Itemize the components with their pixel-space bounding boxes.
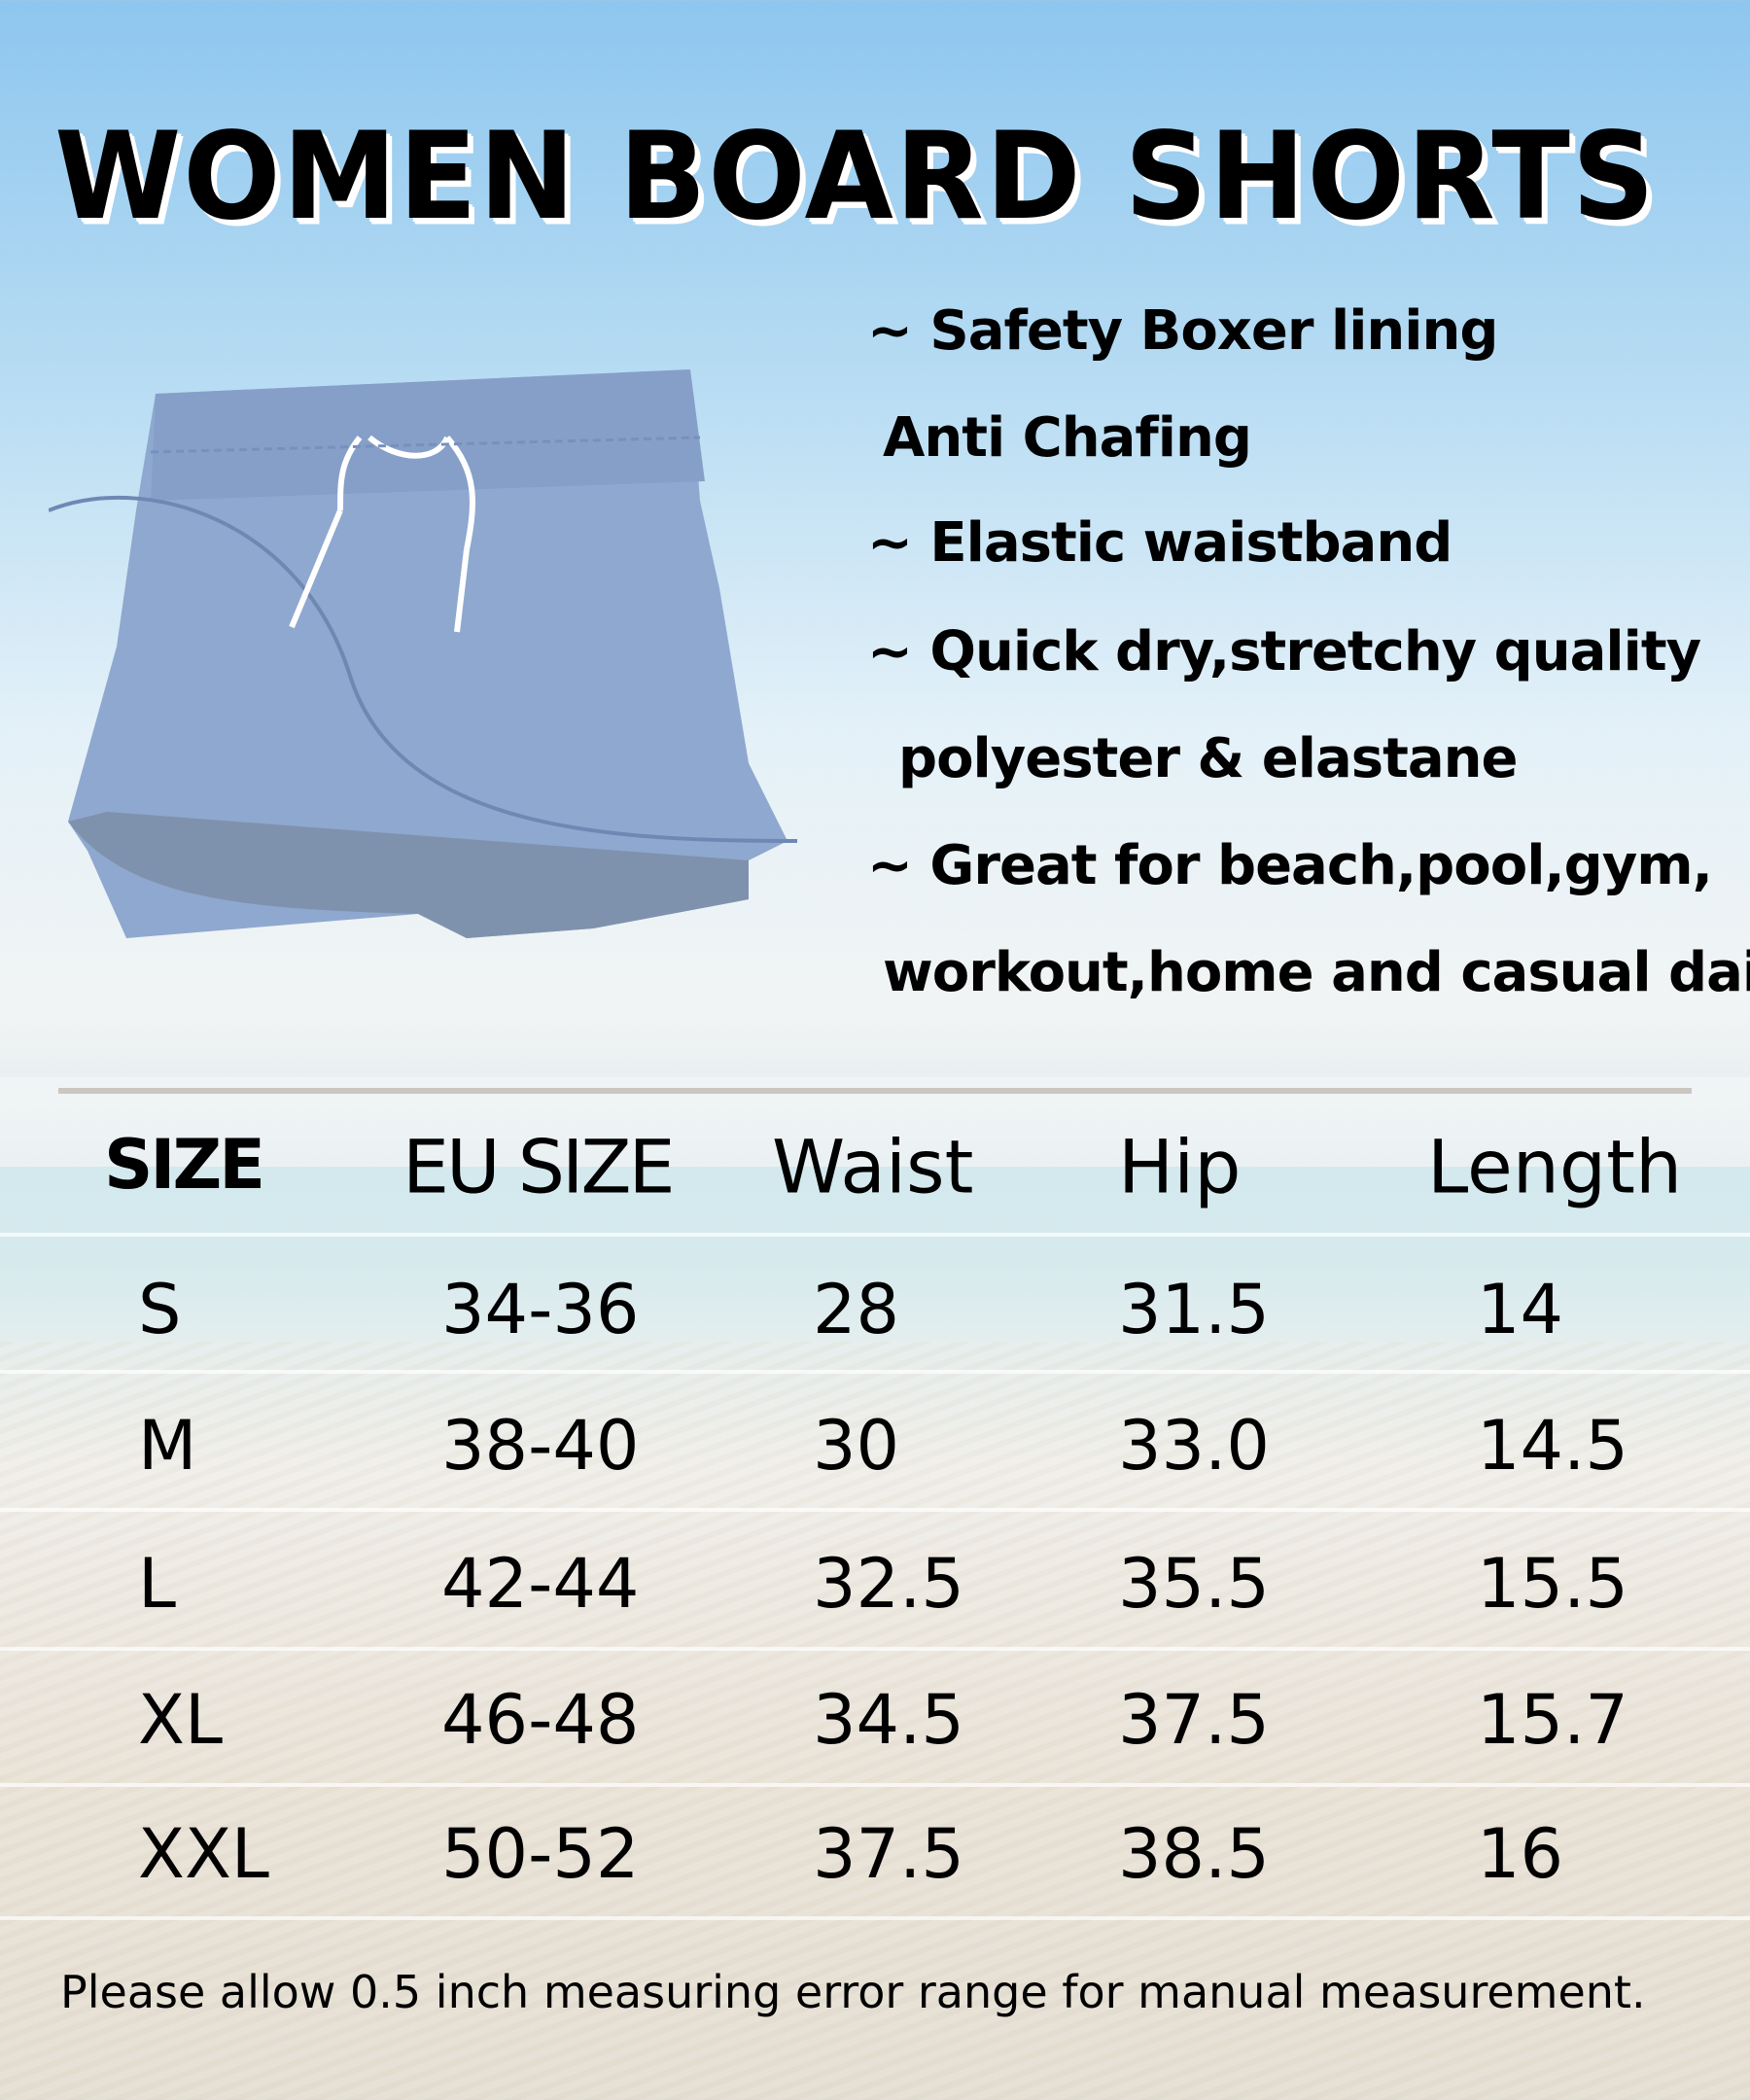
cell-length: 15.7	[1477, 1680, 1628, 1760]
cell-length: 14	[1477, 1270, 1564, 1349]
row-divider	[0, 1233, 1750, 1237]
background-sand	[0, 1342, 1750, 2100]
cell-length: 16	[1477, 1814, 1564, 1894]
feature-item: polyester & elastane	[898, 727, 1518, 790]
cell-hip: 33.0	[1118, 1406, 1270, 1486]
cell-waist: 30	[813, 1406, 900, 1486]
cell-size: XL	[138, 1680, 223, 1760]
cell-waist: 34.5	[813, 1680, 964, 1760]
row-divider	[0, 1916, 1750, 1920]
cell-hip: 38.5	[1118, 1814, 1270, 1894]
cell-hip: 37.5	[1118, 1680, 1270, 1760]
product-image-shorts	[49, 369, 798, 938]
feature-item: ~ Quick dry,stretchy quality	[867, 620, 1701, 683]
cell-waist: 32.5	[813, 1544, 964, 1624]
cell-size: M	[138, 1406, 197, 1486]
page-title: WOMEN BOARD SHORTS	[54, 105, 1657, 247]
feature-item: ~ Great for beach,pool,gym,	[867, 834, 1713, 897]
footer-note: Please allow 0.5 inch measuring error ra…	[60, 1966, 1646, 2018]
row-divider	[0, 1647, 1750, 1651]
cell-waist: 28	[813, 1270, 900, 1349]
header-hip: Hip	[1118, 1123, 1242, 1210]
row-divider	[0, 1783, 1750, 1787]
feature-item: workout,home and casual daily	[883, 941, 1750, 1004]
table-background	[0, 1077, 1750, 2100]
header-size: SIZE	[104, 1125, 265, 1205]
feature-item: Anti Chafing	[883, 406, 1252, 470]
row-divider	[0, 1370, 1750, 1374]
cell-eu-size: 46-48	[441, 1680, 640, 1760]
feature-item: ~ Safety Boxer lining	[867, 299, 1498, 363]
cell-eu-size: 50-52	[441, 1814, 640, 1894]
cell-size: XXL	[138, 1814, 269, 1894]
row-divider	[0, 1508, 1750, 1512]
cell-hip: 35.5	[1118, 1544, 1270, 1624]
background-sea	[0, 1167, 1750, 1342]
header-eu-size: EU SIZE	[402, 1123, 676, 1210]
table-top-rule	[58, 1088, 1692, 1094]
cell-size: S	[138, 1270, 182, 1349]
feature-item: ~ Elastic waistband	[867, 511, 1452, 575]
cell-length: 15.5	[1477, 1544, 1628, 1624]
cell-eu-size: 38-40	[441, 1406, 640, 1486]
cell-hip: 31.5	[1118, 1270, 1270, 1349]
header-waist: Waist	[772, 1123, 974, 1210]
cell-eu-size: 34-36	[441, 1270, 640, 1349]
cell-waist: 37.5	[813, 1814, 964, 1894]
cell-size: L	[138, 1544, 176, 1624]
cell-length: 14.5	[1477, 1406, 1628, 1486]
header-length: Length	[1427, 1123, 1683, 1210]
cell-eu-size: 42-44	[441, 1544, 640, 1624]
